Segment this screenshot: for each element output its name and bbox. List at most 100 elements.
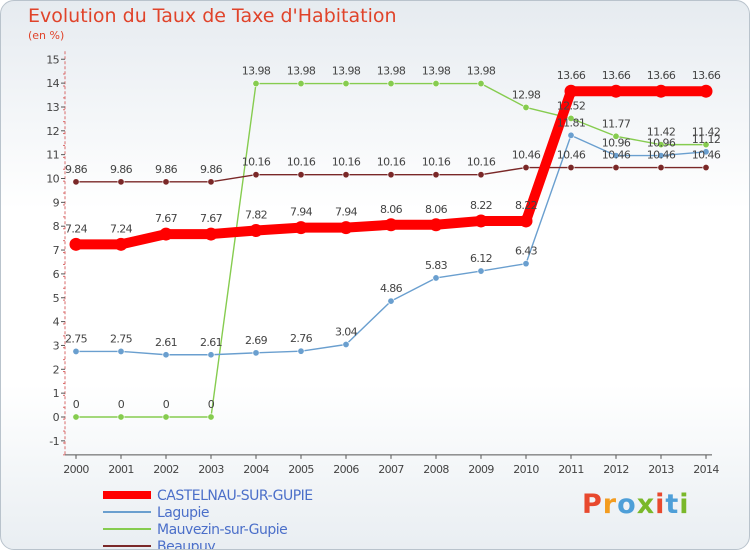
data-label: 8.06 (425, 203, 448, 216)
data-label: 13.98 (422, 65, 451, 78)
legend-label: Beaupuy (157, 539, 215, 549)
y-tick-label: 6 (53, 268, 60, 281)
data-point (387, 171, 395, 179)
data-label: 7.67 (200, 212, 223, 225)
data-point (117, 178, 125, 186)
data-point (252, 349, 260, 357)
data-point (567, 164, 575, 172)
data-point (207, 178, 215, 186)
data-point (522, 164, 530, 172)
x-tick-label: 2008 (423, 463, 449, 476)
data-point (567, 131, 575, 139)
data-point (519, 214, 533, 228)
y-tick-label: 1 (53, 387, 59, 400)
data-label: 11.42 (692, 126, 721, 139)
y-tick-label: 7 (53, 244, 60, 257)
data-point (654, 84, 668, 98)
data-label: 9.86 (65, 163, 88, 176)
data-label: 3.04 (335, 325, 358, 338)
x-tick-label: 2011 (558, 463, 584, 476)
data-label: 10.16 (332, 156, 361, 169)
data-label: 12.52 (557, 99, 586, 112)
data-label: 2.61 (200, 336, 222, 349)
data-label: 7.94 (290, 206, 313, 219)
data-label: 13.66 (557, 69, 586, 82)
data-point (567, 114, 575, 122)
data-point (612, 152, 620, 160)
data-point (294, 221, 308, 235)
data-point (429, 218, 443, 232)
data-label: 2.75 (110, 332, 133, 345)
data-label: 12.98 (512, 88, 541, 101)
x-tick-label: 2002 (153, 463, 179, 476)
data-point (207, 351, 215, 359)
y-tick-label: 2 (53, 363, 59, 376)
data-point (564, 84, 578, 98)
data-label: 13.66 (602, 69, 631, 82)
data-point (72, 413, 80, 421)
unit-label: (en %) (28, 29, 65, 42)
data-point (474, 214, 488, 228)
x-tick-label: 2000 (63, 463, 89, 476)
data-label: 6.12 (470, 252, 492, 265)
y-tick-label: 0 (53, 411, 60, 424)
y-tick-label: 4 (53, 316, 60, 329)
y-tick-label: 14 (46, 77, 59, 90)
y-tick-label: 9 (53, 196, 60, 209)
chart-title: Evolution du Taux de Taxe d'Habitation (28, 5, 397, 27)
data-point (432, 171, 440, 179)
data-label: 10.46 (602, 149, 631, 162)
data-label: 11.42 (647, 126, 676, 139)
data-label: 13.66 (647, 69, 676, 82)
data-label: 11.81 (557, 116, 586, 129)
data-label: 10.46 (512, 149, 541, 162)
data-label: 10.46 (557, 149, 586, 162)
data-point (702, 148, 710, 156)
data-label: 9.86 (110, 163, 133, 176)
data-point (384, 218, 398, 232)
data-label: 10.16 (422, 156, 451, 169)
data-point (114, 237, 128, 251)
y-tick-label: 3 (53, 339, 60, 352)
data-label: 2.61 (155, 336, 177, 349)
data-point (117, 413, 125, 421)
data-point (342, 171, 350, 179)
y-tick-label: -1 (49, 435, 59, 448)
data-point (252, 171, 260, 179)
data-label: 10.96 (602, 137, 631, 150)
x-tick-label: 2010 (513, 463, 539, 476)
data-label: 9.86 (200, 163, 223, 176)
x-tick-label: 2012 (603, 463, 629, 476)
data-label: 10.16 (242, 156, 271, 169)
data-label: 10.46 (692, 149, 721, 162)
data-label: 4.86 (380, 282, 403, 295)
data-point (162, 351, 170, 359)
data-label: 9.86 (155, 163, 178, 176)
data-point (387, 297, 395, 305)
data-label: 0 (208, 398, 215, 411)
data-label: 13.98 (332, 65, 361, 78)
legend-label: CASTELNAU-SUR-GUPIE (157, 488, 313, 504)
data-point (297, 347, 305, 355)
data-point (72, 347, 80, 355)
x-tick-label: 2009 (468, 463, 494, 476)
data-point (249, 223, 263, 237)
data-label: 13.66 (692, 69, 721, 82)
data-point (387, 80, 395, 88)
data-point (252, 80, 260, 88)
data-point (339, 221, 353, 235)
data-point (72, 178, 80, 186)
data-label: 10.96 (647, 137, 676, 150)
data-point (342, 340, 350, 348)
series-line (75, 82, 707, 418)
data-point (297, 80, 305, 88)
data-point (477, 267, 485, 275)
data-label: 10.16 (287, 156, 316, 169)
data-label: 0 (73, 398, 80, 411)
data-point (162, 413, 170, 421)
data-label: 0 (118, 398, 125, 411)
data-label: 13.98 (242, 65, 271, 78)
x-tick-label: 2013 (648, 463, 674, 476)
